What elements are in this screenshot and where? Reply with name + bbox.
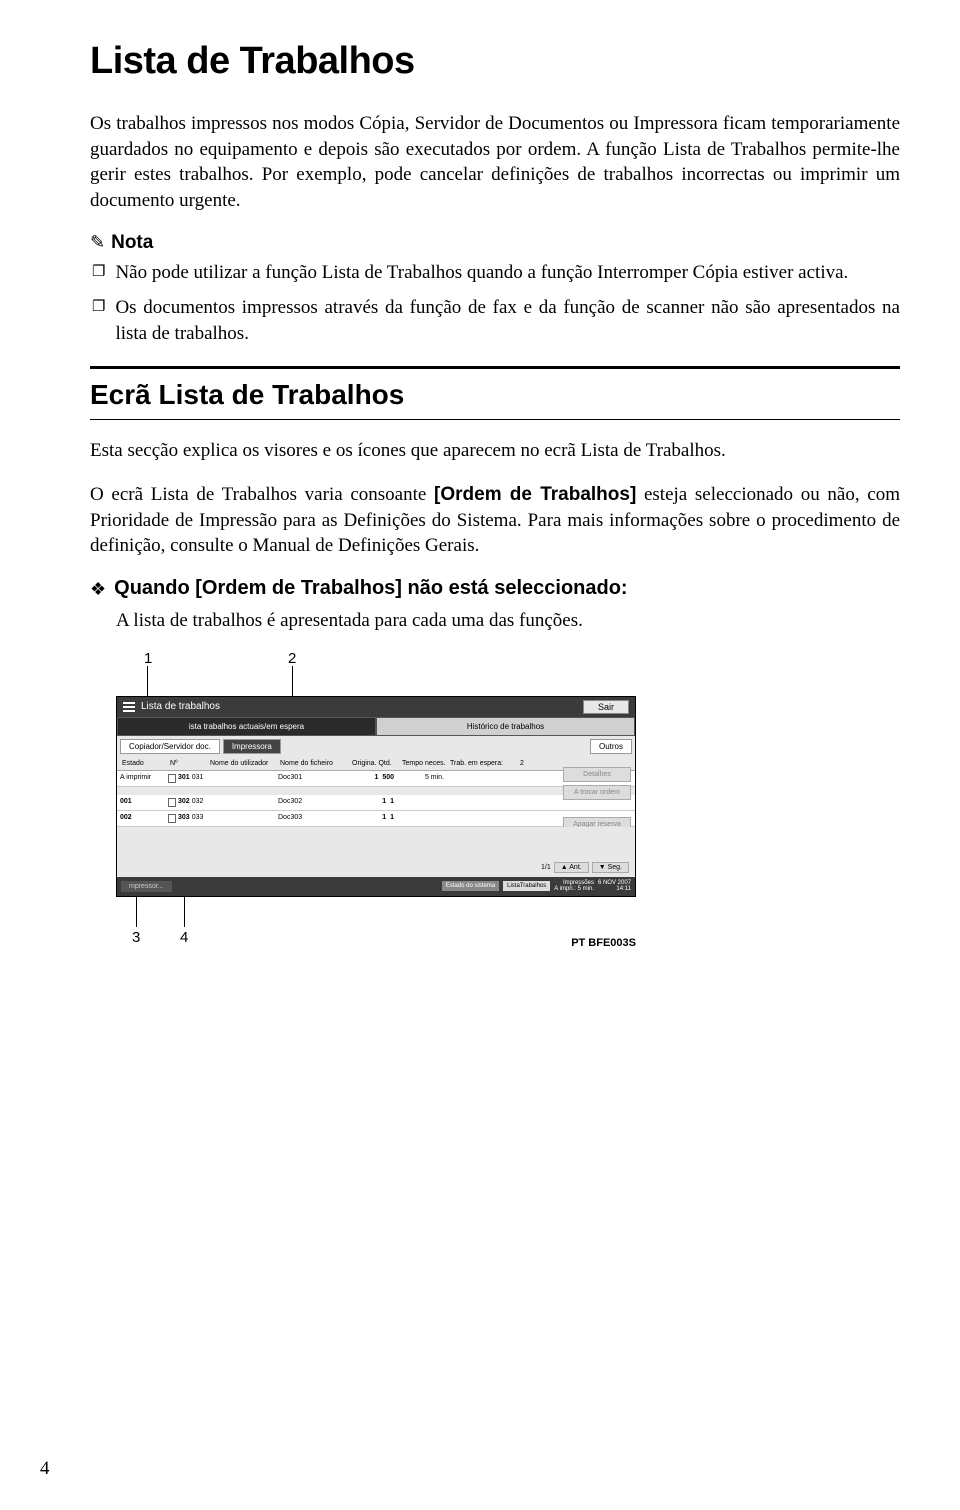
cell-fich: Doc303 bbox=[278, 814, 350, 823]
filter-bar: Copiador/Servidor doc. Impressora Outros bbox=[117, 736, 635, 757]
tab-current-jobs[interactable]: ista trabalhos actuais/em espera bbox=[117, 717, 376, 736]
cell-q: 1 500 bbox=[350, 774, 400, 783]
cell-estado: 001 bbox=[120, 798, 168, 807]
th-no: Nº bbox=[168, 759, 208, 768]
prev-page-button[interactable]: ▲ Ant. bbox=[554, 862, 589, 873]
exit-button[interactable]: Sair bbox=[583, 700, 629, 714]
file-icon bbox=[168, 774, 176, 783]
figure-wrapper: 1 2 Lista de trabalhos Sair ista trabalh… bbox=[116, 650, 636, 947]
filter-others-button[interactable]: Outros bbox=[590, 739, 632, 754]
system-status-button[interactable]: Estado do sistema bbox=[442, 881, 499, 891]
cell-tempo bbox=[400, 814, 448, 823]
file-icon bbox=[168, 798, 176, 807]
subheading-row: ❖ Quando [Ordem de Trabalhos] não está s… bbox=[90, 577, 900, 602]
cell-user bbox=[208, 774, 278, 783]
pagination: 1/1 ▲ Ant. ▼ Seg. bbox=[541, 862, 629, 873]
callout-2: 2 bbox=[288, 650, 296, 667]
joblist-status-button[interactable]: ListaTrabalhos bbox=[503, 881, 550, 891]
cell-estado: 002 bbox=[120, 814, 168, 823]
diamond-icon: ❖ bbox=[90, 577, 106, 602]
subheading-description: A lista de trabalhos é apresentada para … bbox=[116, 608, 900, 634]
cell-tempo: 5 min. bbox=[400, 774, 448, 783]
section-paragraph-2: O ecrã Lista de Trabalhos varia consoant… bbox=[90, 482, 900, 559]
screenshot-titlebar: Lista de trabalhos Sair bbox=[117, 697, 635, 717]
details-button[interactable]: Detalhes bbox=[563, 767, 631, 782]
filter-copier-button[interactable]: Copiador/Servidor doc. bbox=[120, 739, 220, 754]
callout-4: 4 bbox=[180, 929, 188, 946]
nota-bullet-1: ❐ Não pode utilizar a função Lista de Tr… bbox=[90, 260, 900, 286]
side-panel: Detalhes A trocar ordem Apagar reserva bbox=[563, 767, 631, 835]
bold-term: [Ordem de Trabalhos] bbox=[434, 484, 636, 505]
page-indicator: 1/1 bbox=[541, 864, 551, 871]
pencil-icon: ✎ bbox=[90, 232, 105, 253]
nota-bullet-2: ❐ Os documentos impressos através da fun… bbox=[90, 295, 900, 346]
reorder-button[interactable]: A trocar ordem bbox=[563, 785, 631, 800]
nota-heading: ✎ Nota bbox=[90, 232, 900, 254]
bullet-marker-icon: ❐ bbox=[92, 260, 105, 286]
cell-no: 301031 bbox=[168, 774, 208, 783]
callout-line bbox=[184, 897, 185, 927]
screenshot-panel: Lista de trabalhos Sair ista trabalhos a… bbox=[116, 696, 636, 897]
page-number: 4 bbox=[40, 1458, 50, 1480]
text-fragment: O ecrã Lista de Trabalhos varia consoant… bbox=[90, 484, 434, 505]
figure-caption: PT BFE003S bbox=[571, 937, 636, 949]
next-page-button[interactable]: ▼ Seg. bbox=[592, 862, 629, 873]
table-row[interactable]: 001 302032 Doc302 1 1 bbox=[117, 795, 635, 811]
cell-no: 303033 bbox=[168, 814, 208, 823]
callout-3: 3 bbox=[132, 929, 140, 946]
cell-user bbox=[208, 798, 278, 807]
table-header: Estado Nº Nome do utilizador Nome do fic… bbox=[117, 757, 635, 771]
cell-fich: Doc301 bbox=[278, 774, 350, 783]
section-heading: Ecrã Lista de Trabalhos bbox=[90, 366, 900, 420]
nota-label: Nota bbox=[111, 232, 153, 254]
status-bar: mpressor... Estado do sistema ListaTraba… bbox=[117, 877, 635, 896]
callout-top: 1 2 bbox=[116, 650, 636, 696]
table-row[interactable]: 002 303033 Doc303 1 1 bbox=[117, 811, 635, 827]
callout-line bbox=[292, 666, 293, 696]
th-trab: Trab. em espera: bbox=[448, 759, 518, 768]
screenshot-title: Lista de trabalhos bbox=[141, 701, 220, 712]
cell-q: 1 1 bbox=[350, 798, 400, 807]
main-title: Lista de Trabalhos bbox=[90, 40, 900, 83]
bullet-marker-icon: ❐ bbox=[92, 295, 105, 346]
cell-q: 1 1 bbox=[350, 814, 400, 823]
subheading-text: Quando [Ordem de Trabalhos] não está sel… bbox=[114, 577, 627, 600]
hamburger-icon[interactable] bbox=[123, 702, 135, 712]
th-nome-fich: Nome do ficheiro bbox=[278, 759, 350, 768]
file-icon bbox=[168, 814, 176, 823]
status-mode: mpressor... bbox=[121, 881, 172, 892]
cell-tempo bbox=[400, 798, 448, 807]
status-print-info: Impressões A impri.: 5 min. bbox=[554, 880, 594, 893]
cell-estado: A imprimir bbox=[120, 774, 168, 783]
screenshot-bottom-space: 1/1 ▲ Ant. ▼ Seg. bbox=[117, 827, 635, 877]
tab-history[interactable]: Histórico de trabalhos bbox=[376, 717, 635, 736]
th-nome-user: Nome do utilizador bbox=[208, 759, 278, 768]
cell-no: 302032 bbox=[168, 798, 208, 807]
th-estado: Estado bbox=[120, 759, 168, 768]
section-paragraph-1: Esta secção explica os visores e os ícon… bbox=[90, 438, 900, 464]
callout-bottom: 3 4 PT BFE003S bbox=[116, 897, 636, 947]
callout-1: 1 bbox=[144, 650, 152, 667]
status-datetime: 6 NOV 2007 14:11 bbox=[598, 880, 631, 893]
filter-printer-button[interactable]: Impressora bbox=[223, 739, 281, 754]
callout-line bbox=[147, 666, 148, 696]
table-row[interactable]: A imprimir 301031 Doc301 1 500 5 min. bbox=[117, 771, 635, 787]
intro-paragraph: Os trabalhos impressos nos modos Cópia, … bbox=[90, 111, 900, 214]
screenshot-tabs: ista trabalhos actuais/em espera Históri… bbox=[117, 717, 635, 736]
th-tempo: Tempo neces. bbox=[400, 759, 448, 768]
callout-line bbox=[136, 897, 137, 927]
th-origin: Origina. Qtd. bbox=[350, 759, 400, 768]
bullet-text: Os documentos impressos através da funçã… bbox=[115, 295, 900, 346]
cell-fich: Doc302 bbox=[278, 798, 350, 807]
bullet-text: Não pode utilizar a função Lista de Trab… bbox=[115, 260, 848, 286]
cell-user bbox=[208, 814, 278, 823]
